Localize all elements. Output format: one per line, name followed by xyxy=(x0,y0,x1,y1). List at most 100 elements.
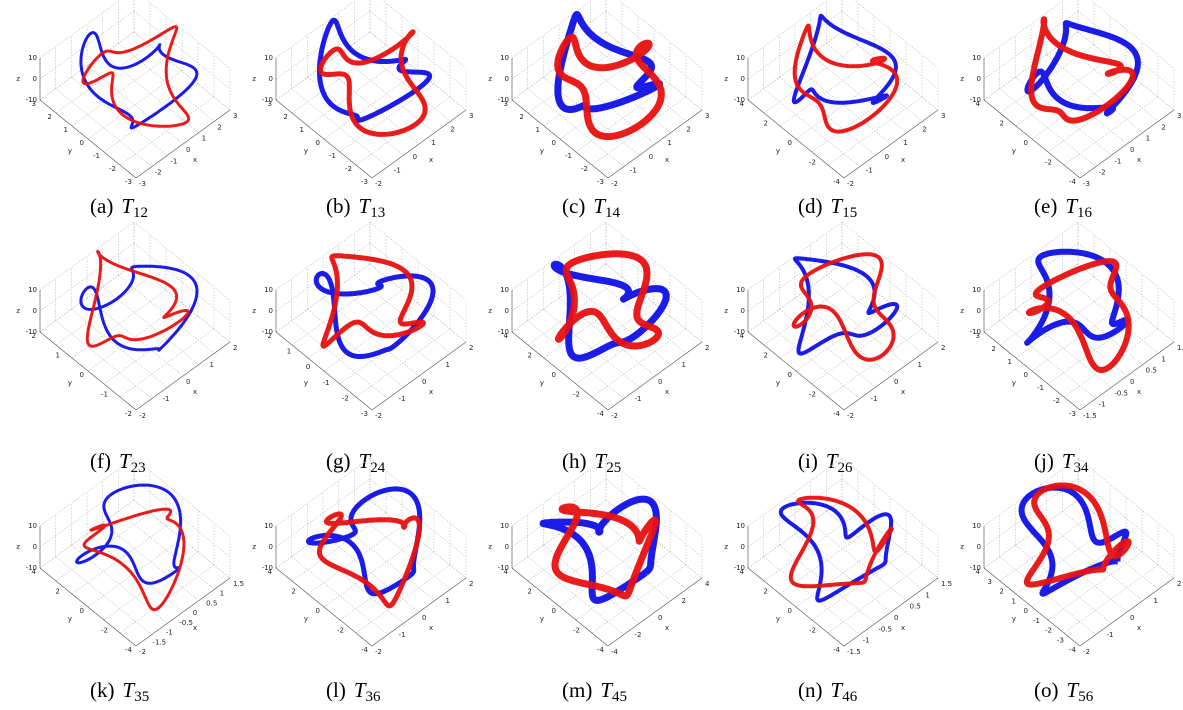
x-tick-label: 1 xyxy=(220,590,224,598)
y-tick-label: -3 xyxy=(125,178,132,186)
y-tick-label: 0 xyxy=(1024,607,1028,615)
x-tick-label: 0 xyxy=(422,378,426,386)
y-tick-label: 0 xyxy=(306,363,310,371)
axis-line xyxy=(39,567,137,647)
z-tick-label: 0 xyxy=(33,543,37,551)
grid-line xyxy=(1077,478,1175,558)
grid-line xyxy=(747,221,843,291)
grid-line xyxy=(39,242,135,312)
y-tick-label: 2 xyxy=(1000,588,1004,596)
grid-line xyxy=(779,57,875,127)
z-tick-label: 10 xyxy=(500,54,509,62)
grid-line xyxy=(1046,54,1143,133)
y-tick-label: 0 xyxy=(552,371,556,379)
z-axis-label: z xyxy=(724,307,728,315)
y-axis-label: y xyxy=(776,379,780,387)
x-tick-label: 2 xyxy=(682,597,686,605)
axis-line xyxy=(371,341,467,411)
y-tick-label: 3 xyxy=(504,100,508,108)
grid-line xyxy=(810,522,907,601)
x-tick-label: 2 xyxy=(233,344,237,352)
axis-line xyxy=(1079,577,1175,647)
y-axis-label: y xyxy=(68,615,72,623)
axis-line xyxy=(275,331,373,411)
grid-line xyxy=(381,0,467,69)
x-tick-label: 1.5 xyxy=(1177,344,1183,352)
axis-line xyxy=(39,99,137,179)
x-tick-label: 1 xyxy=(446,361,450,369)
caption-subscript: 35 xyxy=(134,689,149,705)
trajectory xyxy=(79,264,199,352)
caption-subscript: 24 xyxy=(370,460,386,476)
y-tick-label: -4 xyxy=(597,646,605,654)
caption: (m) T45 xyxy=(562,678,627,705)
axis-line xyxy=(39,331,137,411)
grid-line xyxy=(617,0,703,69)
grid-line xyxy=(543,309,640,388)
grid-line xyxy=(826,43,923,122)
axis-line xyxy=(983,331,1081,411)
y-tick-label: 2 xyxy=(764,120,768,128)
grid-line xyxy=(133,499,231,579)
caption-subscript: 13 xyxy=(370,205,385,221)
x-tick-label: 0 xyxy=(1130,378,1134,386)
trajectory xyxy=(791,252,896,362)
axis-line xyxy=(747,331,845,411)
caption-symbol: T xyxy=(119,449,132,473)
z-tick-label: 10 xyxy=(736,286,745,294)
z-tick-label: -10 xyxy=(970,564,981,572)
x-tick-label: 3 xyxy=(1177,112,1181,120)
x-tick-label: -0.5 xyxy=(878,625,892,633)
grid-line xyxy=(71,289,167,359)
trajectory xyxy=(554,11,663,113)
z-tick-label: -10 xyxy=(262,564,273,572)
y-tick-label: 4 xyxy=(504,332,509,340)
z-tick-label: 10 xyxy=(264,286,273,294)
x-tick-label: -1 xyxy=(170,157,177,165)
grid-line xyxy=(39,31,135,101)
z-tick-label: 10 xyxy=(972,522,981,530)
trajectory xyxy=(317,29,428,137)
y-tick-label: -2 xyxy=(1045,627,1052,635)
grid-line xyxy=(511,478,607,548)
y-tick-label: 4 xyxy=(268,568,273,576)
x-axis-label: x xyxy=(429,388,433,396)
x-tick-label: 1.5 xyxy=(233,580,244,588)
z-tick-label: 10 xyxy=(736,54,745,62)
y-tick-label: -2 xyxy=(809,159,816,167)
x-tick-label: 3 xyxy=(233,112,237,120)
caption: (e) T16 xyxy=(1034,194,1093,221)
trajectory xyxy=(317,17,433,123)
x-tick-label: -2 xyxy=(635,631,642,639)
x-tick-label: -2 xyxy=(375,412,382,420)
y-tick-label: 0 xyxy=(316,607,320,615)
y-tick-label: 0 xyxy=(80,371,84,379)
x-tick-label: 2 xyxy=(941,344,945,352)
grid-line xyxy=(1089,0,1175,69)
trajectory xyxy=(1028,16,1136,124)
axis-line xyxy=(983,567,1081,647)
z-axis-label: z xyxy=(488,543,492,551)
y-tick-label: 0 xyxy=(316,139,320,147)
trajectory xyxy=(85,249,190,348)
caption: (k) T35 xyxy=(90,678,149,705)
y-tick-label: -2 xyxy=(573,627,580,635)
axis-line xyxy=(983,99,1081,179)
y-tick-label: -2 xyxy=(809,627,816,635)
trajectory xyxy=(1018,484,1130,597)
y-tick-label: -3 xyxy=(1069,410,1076,418)
caption-symbol: T xyxy=(1065,194,1078,218)
x-axis-label: x xyxy=(193,388,197,396)
grid-line xyxy=(747,242,843,312)
grid-line xyxy=(511,0,593,59)
y-tick-label: 3 xyxy=(32,100,36,108)
caption-label: (c) xyxy=(562,194,585,218)
y-tick-label: -2 xyxy=(809,391,816,399)
trajectory xyxy=(82,507,186,612)
grid-line xyxy=(354,511,451,590)
x-axis-label: x xyxy=(901,156,905,164)
z-tick-label: 0 xyxy=(977,543,981,551)
x-tick-label: -2 xyxy=(611,412,618,420)
